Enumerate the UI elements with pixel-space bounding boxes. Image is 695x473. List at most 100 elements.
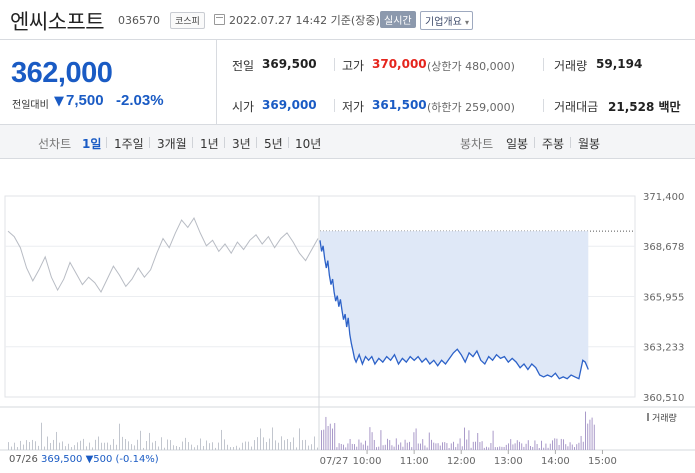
volume-bar bbox=[167, 439, 168, 450]
volume-bar bbox=[334, 423, 336, 450]
volume-bar bbox=[284, 440, 285, 450]
volume-bar bbox=[29, 442, 30, 450]
volume-bar bbox=[560, 438, 562, 450]
prev-pct: (-0.14%) bbox=[115, 454, 159, 465]
volume-bar bbox=[578, 442, 580, 450]
y-tick-label: 360,510 bbox=[643, 393, 684, 404]
period-3m[interactable]: 3개월 bbox=[157, 137, 187, 151]
volume-bar bbox=[125, 439, 126, 450]
volume-bar bbox=[107, 442, 108, 450]
volume-bar bbox=[314, 436, 315, 450]
volume-bar bbox=[152, 442, 153, 450]
period-10y[interactable]: 10년 bbox=[295, 137, 322, 151]
volume-bar bbox=[77, 442, 78, 450]
period-5y[interactable]: 5년 bbox=[264, 137, 283, 151]
volume-bar bbox=[104, 442, 105, 450]
volume-bar bbox=[134, 445, 135, 450]
volume-bar bbox=[433, 442, 435, 450]
volume-bar bbox=[459, 438, 461, 450]
low-label: 저가 bbox=[342, 100, 365, 114]
period-3y[interactable]: 3년 bbox=[232, 137, 251, 151]
volume-bar bbox=[541, 440, 542, 450]
candle-daily[interactable]: 일봉 bbox=[506, 137, 529, 151]
volume-bar bbox=[457, 443, 459, 450]
lower-limit: (하한가 259,000) bbox=[427, 101, 515, 114]
volume-bar bbox=[472, 441, 474, 450]
volume-bar bbox=[499, 446, 501, 450]
volume-bar bbox=[327, 426, 329, 450]
volume-bar bbox=[68, 443, 69, 450]
price-chart-svg: 371,400 368,678 365,955 363,233 360,510 거래량 07… bbox=[0, 192, 695, 467]
volume-bar bbox=[321, 430, 322, 450]
volume-bar bbox=[325, 416, 327, 450]
volume-bar bbox=[206, 440, 207, 450]
volume-bar bbox=[411, 447, 413, 450]
volume-bar bbox=[351, 443, 353, 450]
volume-bar bbox=[389, 440, 391, 450]
volume-bar bbox=[8, 442, 9, 450]
volume-bar bbox=[101, 442, 102, 450]
volume-bar bbox=[278, 442, 279, 450]
separator bbox=[149, 137, 150, 148]
volume-bar bbox=[83, 438, 84, 450]
volume-bar bbox=[483, 447, 485, 450]
column-separator bbox=[334, 99, 335, 112]
period-1w[interactable]: 1주일 bbox=[114, 137, 144, 151]
volume-bar bbox=[200, 438, 201, 450]
candle-weekly[interactable]: 주봉 bbox=[542, 137, 565, 151]
volume-bar bbox=[35, 441, 36, 450]
volume-bar bbox=[470, 447, 472, 450]
low-value: 361,500 bbox=[372, 98, 427, 112]
period-1d[interactable]: 1일 bbox=[82, 137, 102, 151]
candle-monthly[interactable]: 월봉 bbox=[578, 137, 601, 151]
volume-bar bbox=[185, 437, 186, 450]
volume-bar bbox=[311, 444, 312, 450]
volume-bar bbox=[11, 446, 12, 450]
separator bbox=[224, 137, 225, 148]
volume-bar bbox=[155, 440, 156, 450]
volume-bar bbox=[380, 430, 382, 450]
open-label: 시가 bbox=[232, 100, 255, 114]
volume-bar bbox=[536, 444, 538, 450]
volume-bar bbox=[571, 444, 573, 450]
volume-bar bbox=[558, 444, 560, 450]
volume-bar bbox=[567, 446, 569, 450]
volume-bar bbox=[486, 446, 487, 450]
company-overview-button[interactable]: 기업개요 ▾ bbox=[420, 11, 474, 30]
volume-bar bbox=[362, 444, 364, 450]
volume-bar bbox=[257, 437, 258, 450]
upper-limit: (상한가 480,000) bbox=[427, 60, 515, 73]
separator bbox=[192, 137, 193, 148]
volume-bar bbox=[435, 443, 437, 450]
volume-bar bbox=[345, 447, 347, 450]
volume-bar bbox=[543, 447, 545, 450]
period-1y[interactable]: 1년 bbox=[200, 137, 219, 151]
volume-bar bbox=[420, 443, 421, 450]
volume-bar bbox=[53, 439, 54, 450]
volume-bar bbox=[236, 445, 237, 450]
volume-bar bbox=[32, 439, 33, 450]
volume-bar bbox=[424, 445, 426, 450]
volume-bar bbox=[488, 447, 490, 450]
volume-bar bbox=[263, 437, 264, 450]
volume-bar bbox=[448, 447, 450, 450]
volume-bar bbox=[143, 447, 144, 450]
volume-bar bbox=[266, 442, 267, 450]
previous-day-line bbox=[7, 217, 319, 294]
realtime-button[interactable]: 실시간 bbox=[380, 11, 416, 28]
volume-bar bbox=[554, 438, 556, 450]
volume-bar bbox=[44, 446, 45, 450]
volume-bar bbox=[113, 439, 114, 450]
volume-bar bbox=[275, 440, 276, 450]
volume-bar bbox=[532, 446, 534, 450]
volume-bar bbox=[281, 436, 282, 450]
volume-bar bbox=[158, 446, 159, 450]
volume-bar bbox=[387, 438, 388, 450]
volume-bar bbox=[230, 447, 231, 450]
volume-bar bbox=[349, 438, 351, 450]
volume-bar bbox=[233, 447, 234, 450]
volume-bar bbox=[556, 438, 558, 450]
x-tick-label: 07/27 bbox=[320, 456, 349, 467]
volume-bar bbox=[20, 440, 21, 450]
high-value: 370,000 bbox=[372, 57, 427, 71]
